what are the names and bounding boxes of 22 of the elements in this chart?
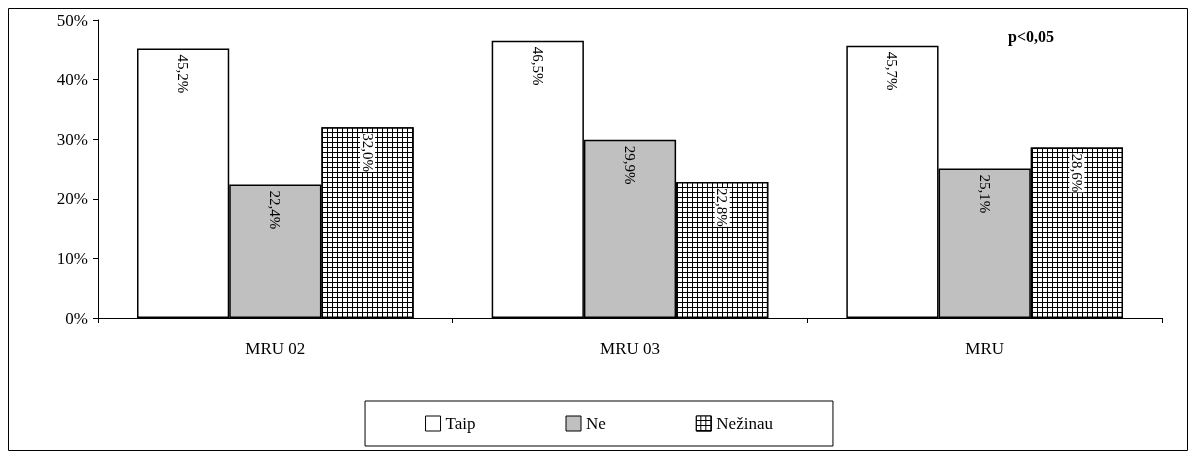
y-tick-label: 0% <box>65 308 88 328</box>
legend-label: Nežinau <box>716 414 774 433</box>
data-label: 22,8% <box>714 188 731 227</box>
x-tick-label: MRU 03 <box>600 339 660 358</box>
data-label: 22,4% <box>267 190 284 230</box>
legend-label: Taip <box>445 414 476 433</box>
data-label: 45,2% <box>175 54 192 94</box>
y-tick-label: 20% <box>56 189 88 209</box>
legend-label: Ne <box>586 414 606 433</box>
data-label: 32,0% <box>359 133 376 173</box>
y-tick-label: 10% <box>56 248 88 268</box>
y-tick-label: 30% <box>56 129 88 149</box>
data-label: 45,7% <box>884 51 901 91</box>
y-tick-label: 50% <box>56 10 88 30</box>
x-tick-label: MRU 02 <box>245 339 306 358</box>
y-tick-label: 40% <box>56 70 88 90</box>
data-label: 25,1% <box>976 174 993 214</box>
annotation: p<0,05 <box>1008 27 1055 46</box>
data-label: 29,9% <box>622 145 638 185</box>
x-tick-label: MRU <box>965 339 1005 358</box>
data-label: 46,5% <box>529 46 546 86</box>
data-label: 28,6% <box>1068 153 1085 193</box>
